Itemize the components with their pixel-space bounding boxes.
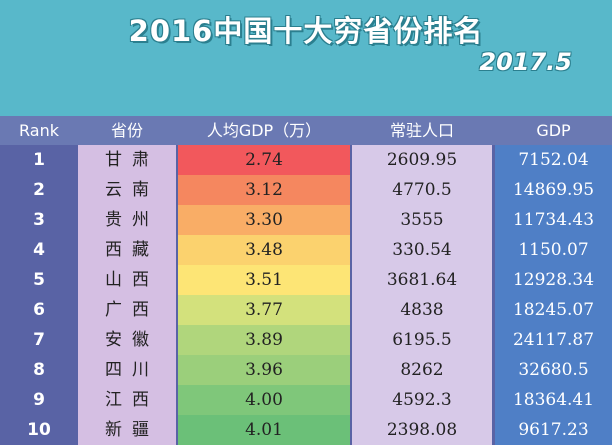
rank-cell: 8 bbox=[33, 360, 45, 380]
province-cell: 四川 bbox=[105, 360, 159, 380]
population-cell: 3555 bbox=[400, 210, 444, 230]
rank-cell: 4 bbox=[33, 240, 45, 260]
per-capita-gdp-cell: 2.74 bbox=[178, 145, 350, 175]
table-row: 10 新疆 4.01 2398.08 9617.23 bbox=[0, 415, 612, 445]
province-cell: 甘肃 bbox=[105, 150, 159, 170]
gdp-cell: 18245.07 bbox=[512, 300, 595, 320]
population-cell: 330.54 bbox=[392, 240, 452, 260]
header-province: 省份 bbox=[110, 121, 143, 140]
date-label: 2017.5 bbox=[479, 48, 572, 76]
gdp-cell: 32680.5 bbox=[518, 360, 589, 380]
per-capita-gdp-cell: 3.96 bbox=[178, 355, 350, 385]
per-capita-gdp-cell: 3.89 bbox=[178, 325, 350, 355]
gdp-cell: 7152.04 bbox=[518, 150, 589, 170]
per-capita-gdp-cell: 3.51 bbox=[178, 265, 350, 295]
rank-cell: 1 bbox=[33, 150, 45, 170]
gdp-cell: 9617.23 bbox=[518, 420, 589, 440]
rank-cell: 5 bbox=[33, 270, 45, 290]
population-cell: 6195.5 bbox=[392, 330, 452, 350]
population-cell: 8262 bbox=[400, 360, 444, 380]
population-column-background bbox=[352, 145, 492, 445]
table-header-band bbox=[0, 116, 612, 145]
gdp-cell: 11734.43 bbox=[512, 210, 595, 230]
province-cell: 云南 bbox=[105, 180, 159, 200]
table-row: 7 安徽 3.89 6195.5 24117.87 bbox=[0, 325, 612, 355]
rank-cell: 10 bbox=[27, 420, 51, 440]
rank-cell: 9 bbox=[33, 390, 45, 410]
table-row: 1 甘肃 2.74 2609.95 7152.04 bbox=[0, 145, 612, 175]
table-row: 8 四川 3.96 8262 32680.5 bbox=[0, 355, 612, 385]
table-row: 2 云南 3.12 4770.5 14869.95 bbox=[0, 175, 612, 205]
province-cell: 新疆 bbox=[105, 420, 159, 440]
header-gdp: GDP bbox=[536, 121, 571, 140]
population-cell: 2398.08 bbox=[386, 420, 458, 440]
gdp-cell: 14869.95 bbox=[512, 180, 595, 200]
header-population: 常驻人口 bbox=[389, 121, 454, 140]
per-capita-gdp-cell: 3.77 bbox=[178, 295, 350, 325]
gdp-cell: 24117.87 bbox=[512, 330, 595, 350]
gdp-cell: 18364.41 bbox=[512, 390, 595, 410]
province-cell: 广西 bbox=[105, 300, 159, 320]
per-capita-gdp-cell: 3.30 bbox=[178, 205, 350, 235]
province-cell: 江西 bbox=[105, 390, 159, 410]
per-capita-gdp-cell: 3.12 bbox=[178, 175, 350, 205]
gdp-cell: 12928.34 bbox=[512, 270, 595, 290]
table-row: 3 贵州 3.30 3555 11734.43 bbox=[0, 205, 612, 235]
per-capita-gdp-cell: 4.01 bbox=[178, 415, 350, 445]
table-row: 4 西藏 3.48 330.54 1150.07 bbox=[0, 235, 612, 265]
rank-cell: 2 bbox=[33, 180, 45, 200]
population-cell: 4770.5 bbox=[392, 180, 452, 200]
province-cell: 安徽 bbox=[105, 330, 159, 350]
header-per-capita-gdp: 人均GDP（万） bbox=[206, 121, 322, 140]
header-rank: Rank bbox=[19, 121, 59, 140]
population-cell: 4838 bbox=[400, 300, 444, 320]
table-row: 9 江西 4.00 4592.3 18364.41 bbox=[0, 385, 612, 415]
per-capita-gdp-cell: 4.00 bbox=[178, 385, 350, 415]
per-capita-gdp-cell: 3.48 bbox=[178, 235, 350, 265]
table-row: 5 山西 3.51 3681.64 12928.34 bbox=[0, 265, 612, 295]
gdp-column-background bbox=[495, 145, 612, 445]
ranking-table: Rank 省份 人均GDP（万） 常驻人口 GDP 1 甘肃 2.74 2609.95… bbox=[0, 116, 612, 445]
table-row: 6 广西 3.77 4838 18245.07 bbox=[0, 295, 612, 325]
province-cell: 山西 bbox=[105, 270, 159, 290]
gdp-cell: 1150.07 bbox=[518, 240, 589, 260]
province-column-background bbox=[78, 145, 176, 445]
rank-cell: 3 bbox=[33, 210, 45, 230]
population-cell: 2609.95 bbox=[386, 150, 458, 170]
province-cell: 贵州 bbox=[105, 210, 159, 230]
province-cell: 西藏 bbox=[105, 240, 159, 260]
population-cell: 4592.3 bbox=[392, 390, 452, 410]
rank-cell: 7 bbox=[33, 330, 45, 350]
rank-cell: 6 bbox=[33, 300, 45, 320]
population-cell: 3681.64 bbox=[386, 270, 458, 290]
page-title: 2016中国十大穷省份排名 bbox=[128, 14, 484, 48]
